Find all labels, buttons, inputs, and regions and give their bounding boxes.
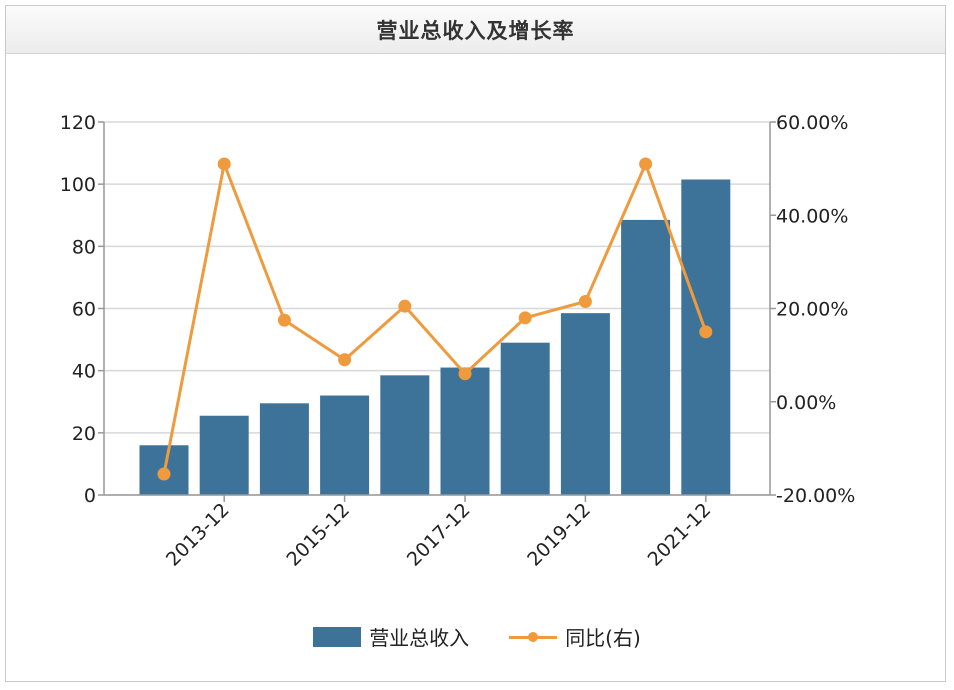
y-left-tick-label: 40 — [72, 361, 96, 383]
y-right-tick-label: 20.00% — [776, 299, 848, 321]
bar-series — [139, 179, 731, 496]
legend: 营业总收入 同比(右) — [0, 622, 954, 651]
chart-title: 营业总收入及增长率 — [376, 18, 575, 43]
bar-2015-12 — [320, 395, 370, 495]
y-left-tick-label: 0 — [84, 485, 96, 507]
axes: 0 20 40 60 80 100 120 -20.00% 0.00% 20.00% 40.00% 6… — [60, 112, 856, 571]
yoy-point-2012-12 — [157, 467, 171, 481]
legend-item-yoy[interactable]: 同比(右) — [509, 622, 641, 651]
yoy-point-2013-12 — [217, 157, 231, 171]
x-tick-label: 2019-12 — [523, 499, 595, 571]
y-right-tick-label: 0.00% — [776, 392, 836, 414]
bar-2019-12 — [560, 313, 610, 495]
y-right-tick-label: 60.00% — [776, 112, 848, 134]
y-right-tick-label: 40.00% — [776, 205, 848, 227]
bar-2013-12 — [199, 415, 249, 495]
yoy-point-2017-12 — [458, 367, 472, 381]
bar-2017-12 — [440, 367, 490, 495]
chart-panel: 营业总收入及增长率 — [5, 5, 946, 682]
bar-2014-12 — [259, 403, 309, 495]
yoy-point-2014-12 — [277, 313, 291, 327]
yoy-point-2015-12 — [338, 353, 352, 367]
x-tick-label: 2017-12 — [403, 499, 475, 571]
yoy-point-2018-12 — [518, 311, 532, 325]
legend-label-revenue: 营业总收入 — [369, 626, 470, 650]
yoy-point-2016-12 — [398, 299, 412, 313]
x-tick-label: 2021-12 — [644, 499, 716, 571]
bar-2020-12 — [621, 219, 671, 495]
legend-item-revenue[interactable]: 营业总收入 — [313, 622, 469, 651]
legend-label-yoy: 同比(右) — [565, 626, 641, 650]
y-left-tick-label: 60 — [72, 299, 96, 321]
yoy-point-2020-12 — [639, 157, 653, 171]
yoy-point-2019-12 — [578, 295, 592, 309]
y-left-tick-label: 100 — [60, 174, 96, 196]
legend-bar-swatch — [313, 626, 362, 647]
y-left-tick-label: 120 — [60, 112, 96, 134]
legend-line-swatch — [509, 627, 558, 647]
yoy-point-2021-12 — [699, 325, 713, 339]
x-tick-label: 2013-12 — [162, 499, 234, 571]
bar-2016-12 — [380, 375, 430, 495]
y-right-tick-label: -20.00% — [776, 485, 855, 507]
y-left-tick-label: 80 — [72, 236, 96, 258]
line-series — [157, 157, 713, 481]
panel-header: 营业总收入及增长率 — [6, 6, 945, 54]
bar-2018-12 — [500, 342, 550, 495]
y-left-tick-label: 20 — [72, 423, 96, 445]
yoy-line — [162, 162, 708, 475]
x-tick-label: 2015-12 — [282, 499, 354, 571]
